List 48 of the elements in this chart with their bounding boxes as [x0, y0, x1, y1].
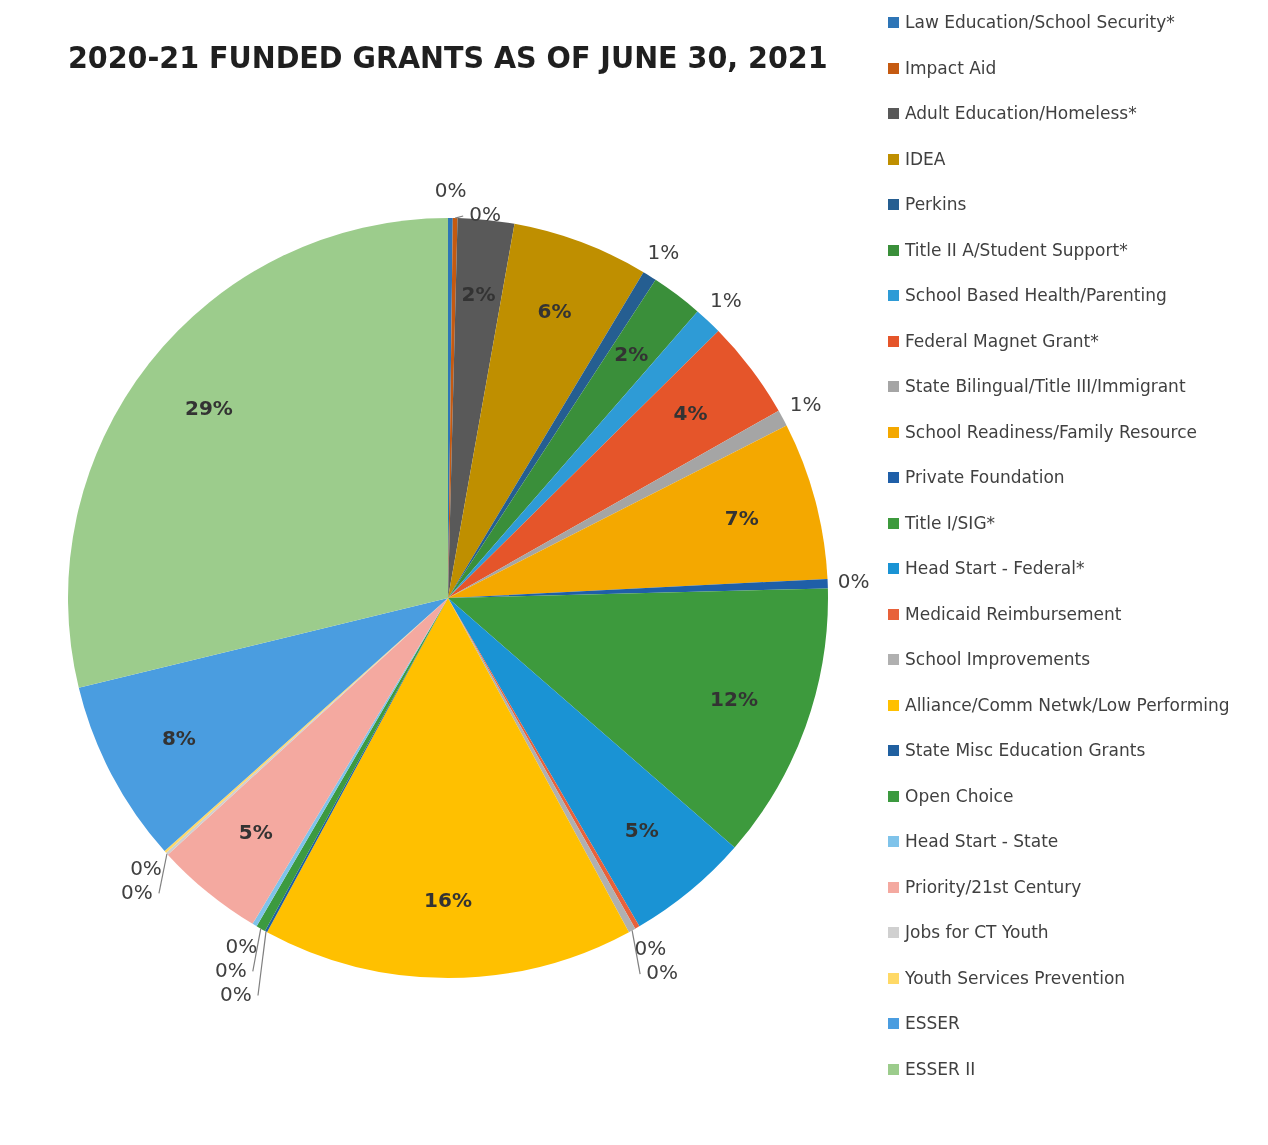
data-label: 0%	[434, 178, 467, 203]
data-label: 0%	[634, 936, 667, 961]
data-label: 0%	[225, 933, 258, 958]
legend-label: Priority/21st Century	[905, 876, 1082, 897]
data-label: 8%	[161, 725, 196, 750]
legend-label: ESSER	[905, 1013, 960, 1033]
legend-label: Impact Aid	[905, 57, 997, 78]
text: 2020-21 FUNDED GRANTS AS OF JUNE 30, 2021	[68, 40, 828, 75]
legend-label: Private Foundation	[905, 467, 1065, 487]
data-label: 1%	[647, 240, 680, 265]
data-label: 16%	[424, 888, 472, 913]
legend-label: IDEA	[905, 148, 946, 169]
data-label: 0%	[130, 855, 162, 880]
legend-label: State Misc Education Grants	[905, 740, 1146, 760]
data-label: 5%	[238, 819, 273, 844]
legend-label: Head Start - State	[905, 831, 1059, 851]
data-label: 0%	[646, 960, 678, 985]
legend-label: Perkins	[905, 194, 967, 214]
legend-label: Law Education/School Security*	[905, 12, 1175, 32]
legend-label: School Based Health/Parenting	[905, 285, 1167, 305]
data-label: 4%	[673, 400, 708, 425]
legend-label: Youth Services Prevention	[905, 967, 1126, 988]
legend-label: School Readiness/Family Resource	[905, 421, 1198, 442]
data-label: 0%	[220, 981, 252, 1006]
legend-label: Title I/SIG*	[905, 512, 996, 533]
data-label: 2%	[614, 341, 649, 366]
legend-label: Adult Education/Homeless*	[905, 103, 1137, 123]
data-label: 6%	[537, 299, 572, 324]
data-label: 29%	[185, 396, 233, 421]
legend-label: Medicaid Reimbursement	[905, 603, 1122, 624]
legend-label: School Improvements	[905, 649, 1091, 669]
legend-label: Federal Magnet Grant*	[905, 330, 1099, 351]
data-label: 1%	[710, 288, 742, 313]
legend-label: Open Choice	[905, 785, 1014, 806]
legend-label: Head Start - Federal*	[905, 558, 1085, 578]
legend-label: Jobs for CT Youth	[905, 922, 1049, 942]
data-label: 12%	[710, 687, 758, 712]
data-label: 1%	[789, 391, 822, 416]
data-label: 5%	[624, 818, 659, 843]
data-label: 0%	[214, 957, 247, 982]
legend-label: State Bilingual/Title III/Immigrant	[905, 376, 1186, 396]
data-label: 0%	[837, 568, 870, 593]
legend-label: Title II A/Student Support*	[905, 239, 1128, 260]
legend-label: ESSER II	[905, 1058, 976, 1079]
data-label: 0%	[121, 879, 153, 904]
legend-label: Alliance/Comm Netwk/Low Performing	[905, 694, 1230, 715]
data-label: 0%	[469, 202, 502, 227]
data-label: 7%	[724, 505, 759, 530]
